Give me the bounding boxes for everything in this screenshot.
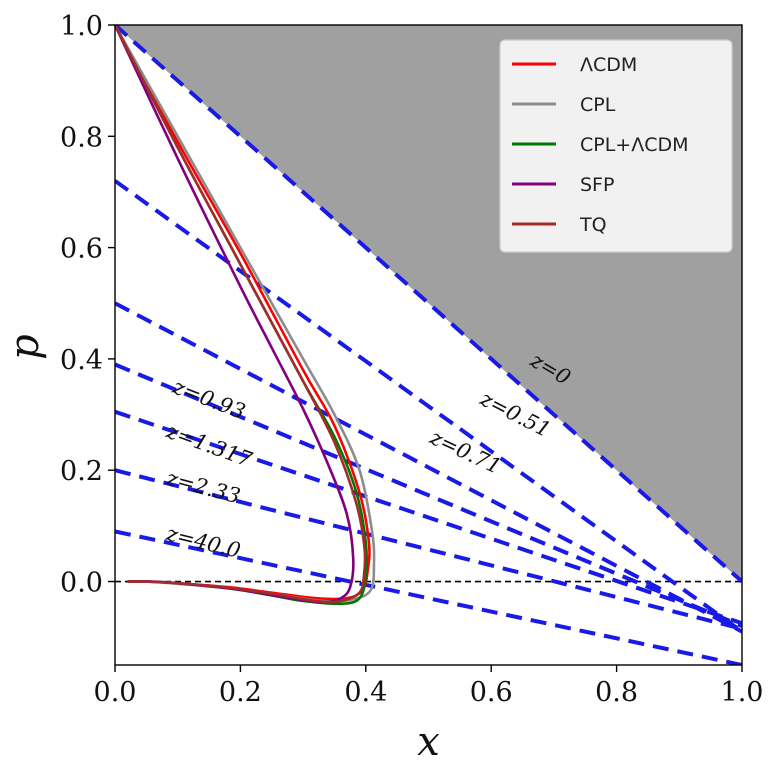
- axes: 0.0 0.2 0.4 0.6 0.8 1.0 0.0 0.2 0.4 0.6 0.8 1.0: [60, 11, 763, 708]
- iso-redshift-line-3: [115, 362, 742, 628]
- iso-redshift-label-5: z=2.33: [163, 466, 243, 509]
- x-tick-label: 0.8: [595, 677, 638, 708]
- iso-redshift-line-5: [115, 468, 742, 631]
- x-tick-label: 1.0: [721, 677, 764, 708]
- y-tick-label: 0.2: [60, 456, 103, 487]
- legend-label-2: CPL+ΛCDM: [580, 134, 689, 156]
- y-tick-label: 0.8: [60, 122, 103, 153]
- legend: ΛCDM CPL CPL+ΛCDM SFP TQ: [499, 39, 733, 253]
- legend-label-0: ΛCDM: [580, 54, 637, 76]
- x-tick-label: 0.0: [94, 677, 137, 708]
- x-axis-title: x: [417, 719, 440, 765]
- iso-redshift-line-2: [115, 301, 742, 634]
- legend-label-1: CPL: [580, 94, 616, 116]
- iso-redshift-label-6: z=40.0: [163, 521, 243, 563]
- y-axis-title: p: [2, 334, 48, 360]
- legend-label-4: TQ: [579, 214, 607, 236]
- iso-redshift-line-6: [115, 529, 742, 665]
- iso-redshift-line-1: [115, 179, 742, 634]
- iso-redshift-line-0: [115, 25, 742, 584]
- iso-redshift-label-4: z=1.317: [163, 419, 256, 472]
- series-line-4: [115, 25, 367, 604]
- legend-box: [499, 39, 733, 253]
- y-tick-label: 0.4: [60, 345, 103, 376]
- x-tick-label: 0.6: [470, 677, 513, 708]
- y-tick-label: 1.0: [60, 11, 103, 42]
- y-tick-label: 0.0: [60, 568, 103, 599]
- iso-redshift-label-3: z=0.93: [169, 374, 249, 424]
- y-tick-label: 0.6: [60, 234, 103, 265]
- iso-redshift-line-4: [115, 409, 742, 626]
- legend-label-3: SFP: [580, 174, 614, 196]
- plot-frame: [114, 24, 743, 666]
- x-tick-label: 0.2: [219, 677, 262, 708]
- x-tick-label: 0.4: [344, 677, 387, 708]
